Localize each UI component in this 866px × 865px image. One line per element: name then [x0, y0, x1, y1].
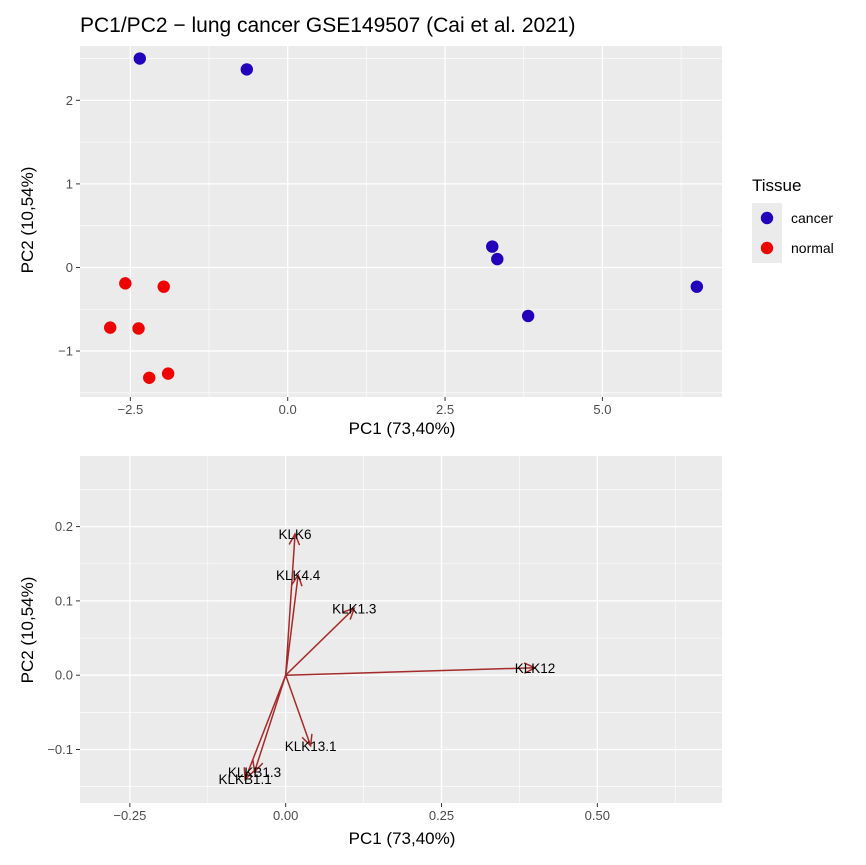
- loading-arrow-klk6: [284, 533, 296, 676]
- data-point-normal: [157, 280, 170, 293]
- x-tick-label: −2.5: [118, 402, 144, 417]
- loadings-gridlines: [80, 456, 722, 803]
- loadings-x-ticks: −0.25 0.00 0.25 0.50: [113, 803, 610, 823]
- legend-key-cancer: [760, 211, 774, 225]
- data-point-cancer: [521, 309, 535, 323]
- loading-label-klk4.4: KLK4.4: [276, 568, 321, 583]
- data-point-normal: [143, 371, 156, 384]
- data-point-cancer: [690, 280, 704, 293]
- loading-arrow-klk13.1: [284, 674, 312, 747]
- x-tick-label: 0.0: [279, 402, 297, 417]
- x-tick-label: 5.0: [593, 402, 611, 417]
- loadings-panel-background: [80, 456, 722, 803]
- y-tick-label: 0: [66, 260, 73, 275]
- loading-arrowhead-klkb1.3: [252, 759, 264, 774]
- loading-label-klk13.1: KLK13.1: [285, 739, 337, 754]
- data-point-cancer: [240, 63, 253, 76]
- y-tick-label: 0.1: [55, 593, 73, 608]
- loading-arrowhead-klk6: [288, 532, 301, 546]
- pca-scores-x-ticks: −2.5 0.0 2.5 5.0: [118, 397, 611, 417]
- data-point-normal: [161, 367, 175, 380]
- loadings-y-ticks: −0.1 0.0 0.1 0.2: [47, 519, 80, 757]
- chart-title: PC1/PC2 − lung cancer GSE149507 (Cai et …: [80, 14, 576, 37]
- loading-label-klk1.3: KLK1.3: [332, 601, 376, 616]
- loading-arrow-klkb1.1: [244, 674, 287, 780]
- loadings-arrows: [243, 532, 537, 781]
- y-tick-label: −0.1: [47, 742, 73, 757]
- pca-scores-panel: [80, 46, 722, 397]
- loadings-labels: KLK6 KLK4.4 KLK1.3 KLK12 KLK13.1 KLKB1.3KLKB1…: [219, 527, 556, 787]
- data-point-cancer: [486, 240, 499, 253]
- pca-scores-gridlines: [80, 46, 722, 397]
- y-tick-label: 0.2: [55, 519, 73, 534]
- legend-key-normal: [760, 241, 774, 255]
- y-tick-label: 2: [66, 93, 73, 108]
- pca-scores-points: [104, 52, 704, 384]
- loading-label-klkb1.3: KLKB1.3: [228, 765, 281, 780]
- loading-label-klkb1.1: KLKB1.1: [219, 772, 272, 787]
- data-point-normal: [132, 322, 145, 335]
- pca-scores-panel-background: [80, 46, 722, 397]
- loading-arrow-klk4.4: [284, 574, 299, 676]
- legend-items: cancer normal: [752, 203, 834, 263]
- loading-arrow-klk12: [285, 667, 536, 676]
- y-tick-label: 1: [66, 176, 73, 191]
- loading-arrow-klkb1.3: [253, 674, 287, 773]
- loading-arrowhead-klk1.3: [342, 607, 356, 620]
- loading-arrow-klk1.3: [285, 607, 355, 676]
- legend-label-cancer: cancer: [791, 210, 833, 226]
- legend-title: Tissue: [752, 176, 801, 195]
- loading-arrowhead-klk13.1: [301, 733, 313, 748]
- y-tick-label: −1: [58, 344, 73, 359]
- x-tick-label: 2.5: [436, 402, 454, 417]
- data-point-cancer: [491, 252, 504, 266]
- loading-arrowhead-klk4.4: [291, 573, 303, 587]
- legend: Tissue cancer normal: [752, 176, 834, 263]
- loadings-panel: KLK6 KLK4.4 KLK1.3 KLK12 KLK13.1 KLKB1.3KLKB1…: [80, 456, 722, 803]
- loading-label-klk12: KLK12: [515, 661, 556, 676]
- pca-scores-y-ticks: −1 0 1 2: [58, 93, 80, 359]
- loading-label-klk6: KLK6: [279, 527, 312, 542]
- x-tick-label: 0.25: [429, 808, 454, 823]
- loadings-y-axis-title: PC2 (10,54%): [18, 577, 37, 684]
- loading-arrowhead-klk12: [523, 662, 537, 674]
- pca-scores-x-axis-title: PC1 (73,40%): [349, 419, 456, 438]
- pca-scores-y-axis-title: PC2 (10,54%): [18, 167, 37, 274]
- legend-label-normal: normal: [791, 240, 834, 256]
- data-point-cancer: [133, 52, 146, 65]
- y-tick-label: 0.0: [55, 668, 73, 683]
- x-tick-label: −0.25: [113, 808, 146, 823]
- loading-arrowhead-klkb1.1: [243, 767, 255, 781]
- loadings-x-axis-title: PC1 (73,40%): [349, 829, 456, 848]
- x-tick-label: 0.50: [585, 808, 610, 823]
- data-point-normal: [119, 277, 132, 290]
- x-tick-label: 0.00: [273, 808, 298, 823]
- data-point-normal: [104, 321, 117, 334]
